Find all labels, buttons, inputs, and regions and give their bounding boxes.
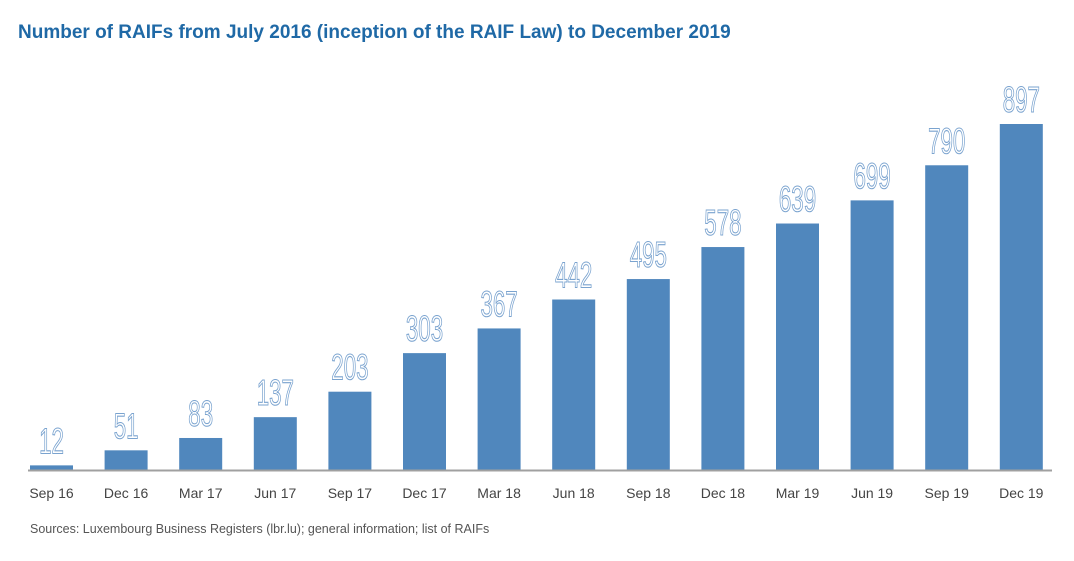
x-tick-label: Sep 16 — [29, 485, 74, 501]
x-tick-label: Dec 18 — [701, 485, 746, 501]
bar — [552, 299, 596, 470]
x-tick-label: Dec 17 — [402, 485, 447, 501]
bar — [253, 417, 297, 470]
x-tick-label: Mar 18 — [477, 485, 521, 501]
bar — [776, 223, 819, 470]
x-tick-label: Dec 16 — [104, 485, 149, 501]
x-tick-label: Dec 19 — [999, 485, 1044, 501]
bar — [626, 279, 670, 470]
bar — [850, 200, 894, 471]
data-label: 699 — [853, 157, 890, 197]
bar — [477, 328, 521, 470]
x-tick-label: Sep 17 — [328, 485, 373, 501]
data-label: 12 — [39, 422, 64, 462]
data-label: 578 — [704, 204, 741, 244]
bar — [701, 247, 745, 470]
bar — [30, 465, 73, 470]
x-tick-label: Sep 19 — [925, 485, 970, 501]
data-label: 83 — [188, 395, 213, 435]
data-label: 495 — [630, 236, 667, 276]
bar — [104, 450, 148, 470]
bar — [403, 353, 446, 470]
x-tick-label: Sep 18 — [626, 485, 671, 501]
x-tick-label: Jun 17 — [254, 485, 296, 501]
data-label: 790 — [928, 122, 965, 162]
data-label: 303 — [406, 310, 443, 350]
bar — [179, 437, 223, 470]
data-label: 137 — [257, 374, 294, 414]
data-label: 203 — [331, 348, 368, 388]
bar — [925, 165, 969, 470]
bar — [328, 391, 372, 470]
bar — [999, 124, 1043, 470]
data-label: 442 — [555, 256, 592, 296]
data-label: 639 — [779, 180, 816, 220]
data-label: 897 — [1003, 81, 1040, 121]
x-tick-label: Jun 18 — [553, 485, 595, 501]
chart-title: Number of RAIFs from July 2016 (inceptio… — [18, 22, 731, 43]
x-tick-label: Jun 19 — [851, 485, 893, 501]
data-label: 367 — [480, 285, 517, 325]
source-note: Sources: Luxembourg Business Registers (… — [30, 522, 490, 536]
x-tick-label: Mar 17 — [179, 485, 223, 501]
data-label: 51 — [114, 407, 139, 447]
x-tick-label: Mar 19 — [776, 485, 820, 501]
